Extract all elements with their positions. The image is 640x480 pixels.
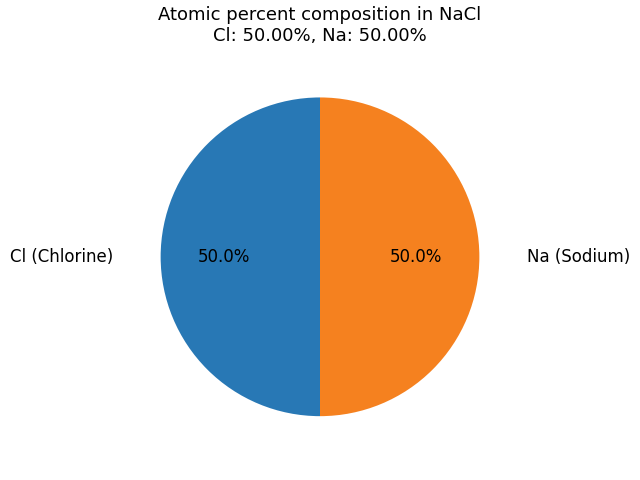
Wedge shape [320,97,479,416]
Text: Cl (Chlorine): Cl (Chlorine) [10,248,113,266]
Text: 50.0%: 50.0% [389,248,442,266]
Text: Na (Sodium): Na (Sodium) [527,248,630,266]
Text: 50.0%: 50.0% [198,248,251,266]
Title: Atomic percent composition in NaCl
Cl: 50.00%, Na: 50.00%: Atomic percent composition in NaCl Cl: 5… [158,6,482,45]
Wedge shape [161,97,320,416]
